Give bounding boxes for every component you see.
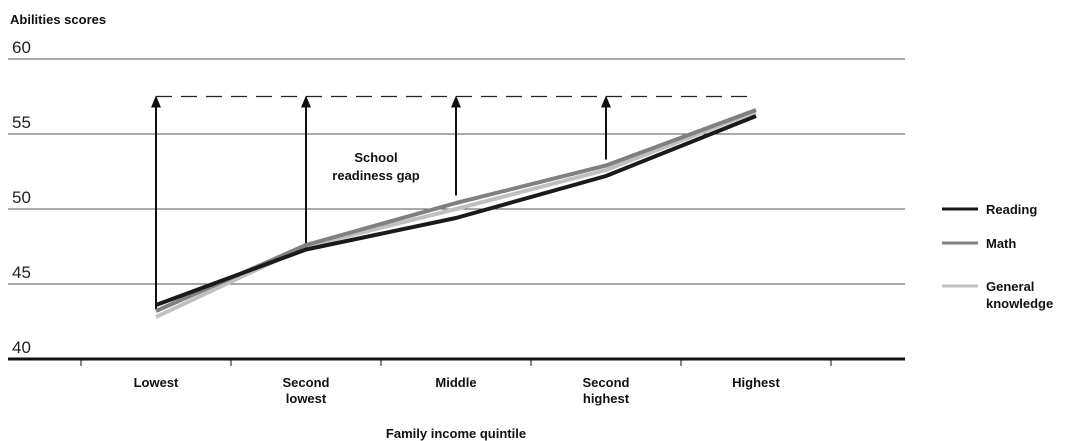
x-tick-labels: Lowest Second lowest Middle Second highest Hig… (134, 375, 781, 406)
x-tick-label: Middle (435, 375, 476, 390)
annotation: School readiness gap (332, 150, 419, 183)
series-lines (155, 108, 757, 319)
y-axis-label: Abilities scores (10, 12, 106, 27)
legend-item-reading: Reading (942, 202, 1037, 217)
y-tick-label: 50 (12, 188, 31, 207)
x-axis (8, 357, 905, 366)
legend-item-math: Math (942, 236, 1016, 251)
legend-item-general-knowledge: General knowledge (942, 279, 1053, 311)
gap-arrow (151, 95, 161, 310)
legend: Reading Math General knowledge (942, 202, 1053, 311)
gap-arrow (301, 95, 311, 245)
annotation-label: School readiness gap (332, 150, 419, 183)
legend-label: Reading (986, 202, 1037, 217)
y-tick-label: 45 (12, 263, 31, 282)
legend-label: General knowledge (986, 279, 1053, 311)
y-tick-label: 60 (12, 38, 31, 57)
gap-arrow (451, 95, 461, 196)
x-axis-label: Family income quintile (386, 426, 526, 441)
y-tick-label: 40 (12, 338, 31, 357)
y-tick-labels: 40 45 50 55 60 (12, 38, 31, 357)
x-tick-label: Lowest (134, 375, 179, 390)
series-line-reading (155, 114, 757, 307)
x-tick-label: Second highest (583, 375, 630, 406)
x-tick-label: Highest (732, 375, 780, 390)
x-tick-label: Second lowest (283, 375, 330, 406)
legend-label: Math (986, 236, 1016, 251)
gap-arrow (601, 95, 611, 160)
y-tick-label: 55 (12, 113, 31, 132)
gap-arrows (151, 95, 611, 310)
